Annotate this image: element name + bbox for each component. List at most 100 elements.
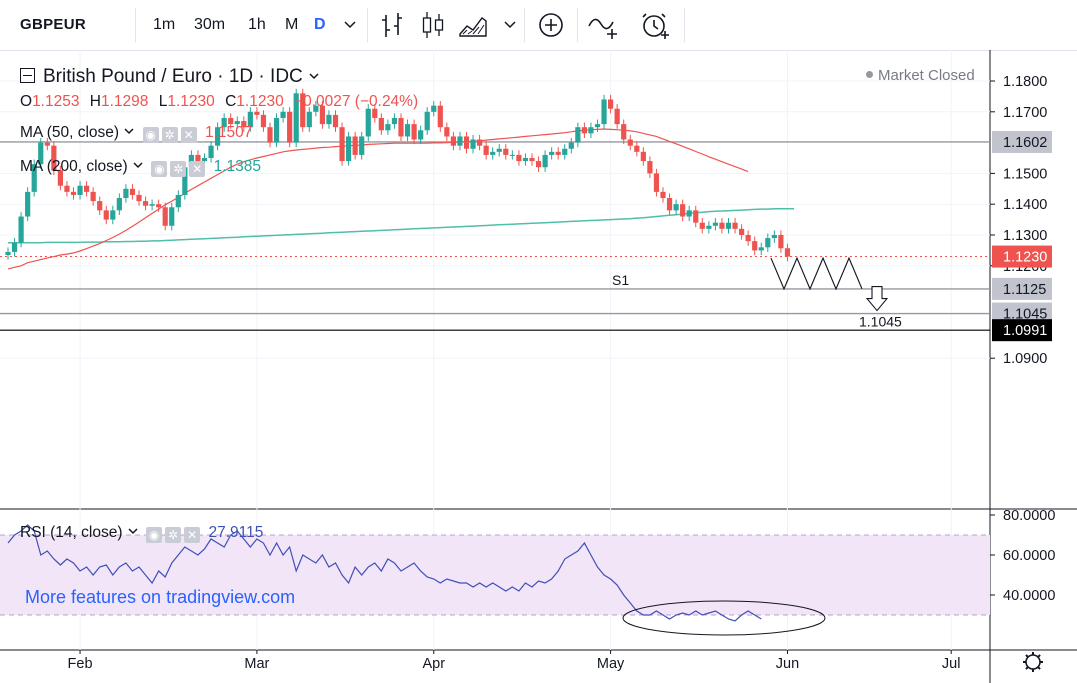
chevron-down-icon[interactable]: [127, 524, 139, 541]
low-value: 1.1230: [167, 93, 215, 110]
gear-icon-ring: [1025, 654, 1041, 670]
candle-body: [273, 117, 280, 143]
candle-body: [680, 204, 686, 217]
candle-body: [319, 105, 325, 125]
candle-body: [57, 170, 63, 186]
time-axis-label: Jun: [776, 656, 799, 672]
candle-body: [398, 117, 404, 137]
ohlc-row: O1.1253 H1.1298 L1.1230 C1.1230 −0.0027 …: [20, 93, 418, 111]
time-axis-label: Apr: [422, 656, 445, 672]
price-level-badge-bg: [992, 277, 1052, 300]
chart-toolbar: GBPEUR 1m 30m 1h M D: [0, 0, 1077, 51]
candle-body: [162, 207, 168, 226]
candle-body: [201, 158, 208, 162]
symbol-label[interactable]: GBPEUR: [20, 16, 86, 33]
eye-icon[interactable]: ◉: [151, 161, 168, 177]
area-icon[interactable]: [458, 0, 488, 50]
gear-icon[interactable]: ✲: [170, 161, 187, 177]
close-icon[interactable]: ✕: [180, 127, 197, 143]
candles: [5, 88, 791, 262]
target-label: 1.1045: [859, 314, 902, 330]
rsi-value: 27.9115: [208, 524, 264, 541]
candle-body: [496, 148, 502, 152]
price-level-badge-bg: [992, 245, 1052, 268]
candle-body: [608, 99, 614, 109]
candle-body: [11, 242, 18, 252]
candle-body: [215, 127, 221, 146]
candles-icon[interactable]: [420, 0, 446, 50]
rsi-label: RSI (14, close): [20, 524, 123, 541]
candle-body: [64, 185, 70, 192]
change-value: −0.0027 (−0.24%): [294, 93, 419, 110]
candle-body: [627, 139, 633, 146]
chevron-down-icon[interactable]: [308, 66, 320, 87]
candle-body: [640, 151, 646, 162]
interval-1h[interactable]: 1h: [248, 16, 266, 33]
gear-icon[interactable]: ✲: [165, 527, 182, 543]
toolbar-divider: [684, 8, 685, 42]
price-axis-label: 1.1300: [1003, 228, 1047, 244]
indicators-icon[interactable]: [587, 0, 623, 50]
candle-body: [70, 191, 77, 195]
gear-icon[interactable]: ✲: [161, 127, 178, 143]
candle-body: [431, 105, 437, 112]
ma50-value: 1.1507: [205, 124, 253, 141]
candle-body: [156, 204, 162, 208]
candle-body: [555, 151, 561, 155]
candle-body: [693, 210, 699, 223]
close-label: C: [225, 93, 237, 110]
eye-icon[interactable]: ◉: [142, 127, 159, 143]
candle-body: [208, 145, 214, 158]
candle-body: [418, 130, 424, 140]
candle-body: [483, 145, 489, 155]
candle-body: [84, 185, 90, 192]
s1-label: S1: [612, 272, 629, 288]
interval-month[interactable]: M: [285, 16, 299, 33]
candle-body: [784, 248, 791, 257]
candle-body: [752, 241, 758, 251]
candle-body: [706, 225, 712, 229]
chevron-down-icon[interactable]: [503, 0, 517, 50]
close-icon[interactable]: ✕: [184, 527, 201, 543]
chevron-down-icon[interactable]: [343, 0, 357, 50]
price-level-badge-bg: [992, 130, 1052, 153]
interval-1m[interactable]: 1m: [153, 16, 176, 33]
candle-body: [378, 117, 384, 131]
price-chart[interactable]: 1.1045 S1 1.1800 1.1700 1.1500 1.1400 1.1300 1.…: [0, 50, 1077, 683]
chevron-down-icon[interactable]: [132, 158, 144, 175]
add-icon[interactable]: [537, 0, 565, 50]
bar-style-icon[interactable]: [380, 0, 406, 50]
candle-body: [51, 145, 57, 171]
toolbar-divider: [524, 8, 525, 42]
price-level-badge: 1.1602: [992, 130, 1052, 153]
candle-body: [221, 117, 227, 128]
eye-icon[interactable]: ◉: [146, 527, 163, 543]
candle-body: [306, 111, 312, 128]
candle-body: [241, 121, 247, 128]
candle-body: [142, 201, 149, 206]
time-axis-label: Mar: [244, 656, 269, 672]
rsi-band: [0, 535, 990, 615]
candle-body: [712, 222, 718, 226]
price-axis-label: 1.1700: [1003, 105, 1047, 121]
interval-30m[interactable]: 30m: [194, 16, 226, 33]
candle-body: [614, 108, 620, 125]
rsi-axis-label: 40.0000: [1003, 588, 1055, 604]
gear-icon[interactable]: [1023, 652, 1043, 672]
tradingview-watermark[interactable]: More features on tradingview.com: [25, 587, 296, 607]
close-icon[interactable]: ✕: [189, 161, 206, 177]
chevron-down-icon[interactable]: [123, 124, 135, 141]
candle-body: [352, 136, 358, 155]
low-label: L: [158, 93, 168, 110]
candle-body: [444, 127, 450, 137]
candle-body: [175, 194, 181, 208]
candle-body: [267, 127, 273, 143]
toolbar-divider: [577, 8, 578, 42]
collapse-icon[interactable]: [20, 68, 35, 83]
ma200-line: [8, 208, 794, 244]
candle-body: [169, 207, 175, 226]
interval-day[interactable]: D: [314, 16, 326, 33]
price-axis-label: 1.1400: [1003, 197, 1047, 213]
alert-icon[interactable]: [640, 0, 674, 50]
candle-body: [522, 158, 529, 162]
